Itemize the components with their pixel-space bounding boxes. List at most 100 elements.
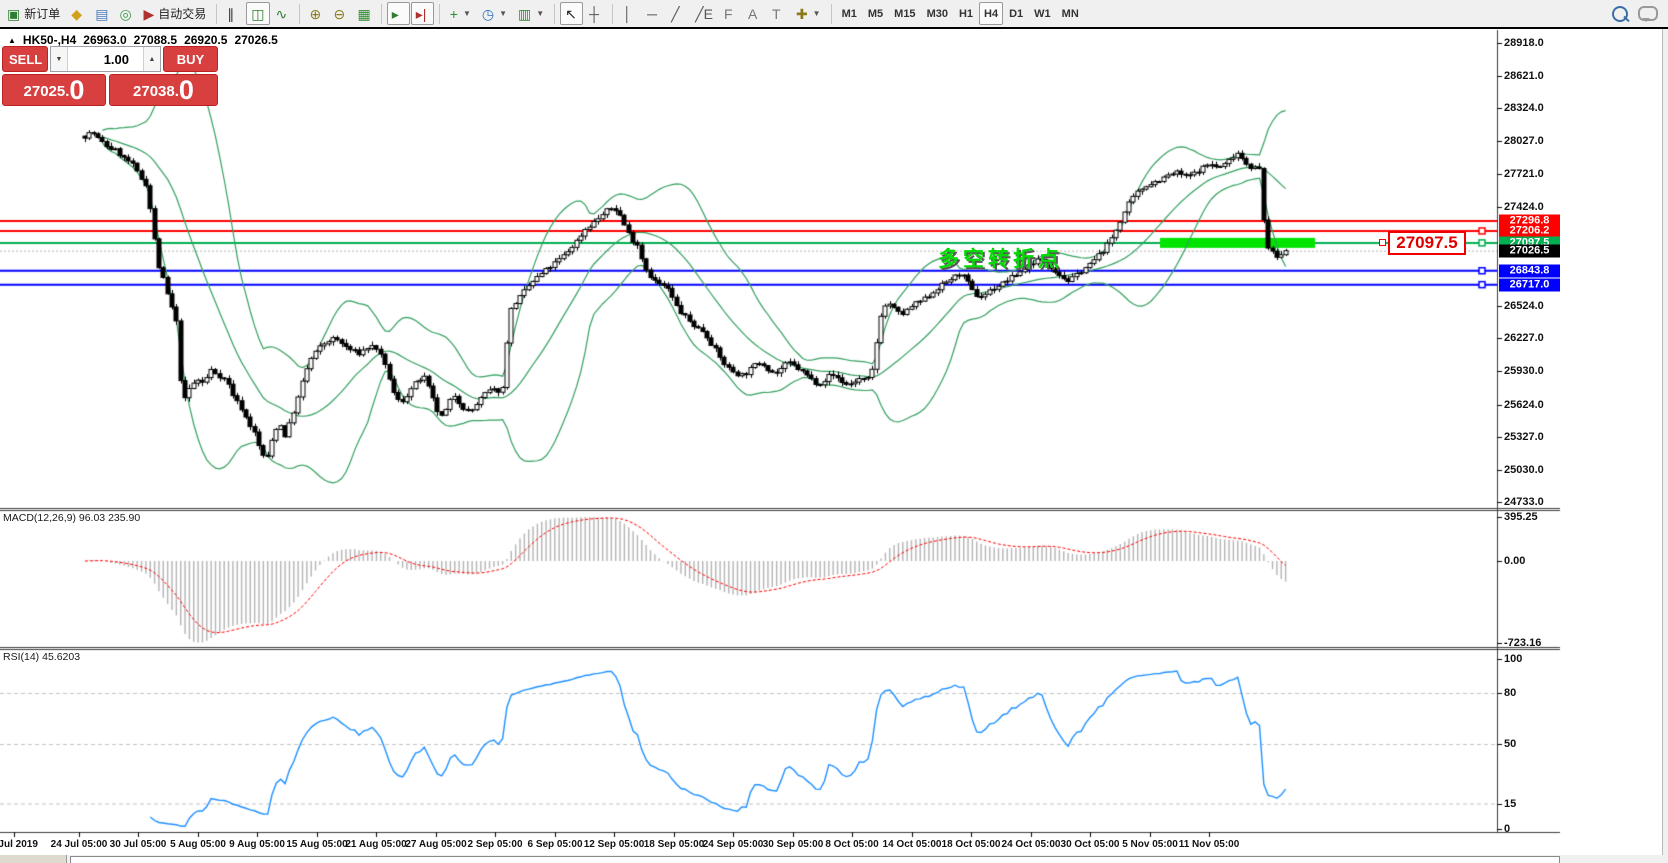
new-chart-button[interactable]: + ▼ (445, 2, 476, 25)
timeframe-w1-button[interactable]: W1 (1029, 2, 1056, 25)
timeframe-d1-button[interactable]: D1 (1004, 2, 1028, 25)
search-icon[interactable] (1612, 5, 1628, 22)
sell-button[interactable]: SELL (2, 46, 48, 72)
volume-increase-button[interactable]: ▲ (143, 47, 160, 71)
autotrading-button[interactable]: ▶ 自动交易 (138, 2, 211, 25)
chevron-down-icon: ▼ (536, 9, 545, 18)
toolbar-separator (380, 3, 382, 24)
buy-button[interactable]: BUY (163, 46, 218, 72)
data-window-button[interactable]: ▤ (90, 2, 113, 25)
breakout-label-anchor (1379, 239, 1386, 246)
chart-tab-bar (0, 855, 1668, 863)
toolbar-separator (438, 3, 440, 24)
breakout-price-label[interactable]: 27097.5 (1388, 231, 1466, 255)
main-toolbar: ▣ 新订单 ◆ ▤ ◎ ▶ 自动交易 ∥ ◫ ∿ ⊕ ⊖ ▦ ▸ ▸| + ▼ ◷ ▼ ▥ ▼ ↖ ┼ │ ─ ╱ ╱E F A T ✚ ▼ M… (0, 0, 1668, 27)
ohlc-close: 27026.5 (234, 33, 278, 47)
candlestick-chart-icon: ◫ (251, 5, 265, 22)
toolbar-button-label: 新订单 (24, 7, 61, 21)
bull-bear-turning-point-annotation[interactable]: 多空转折点 (938, 248, 1063, 271)
chart-shift-button[interactable]: ▸| (410, 2, 434, 25)
equidistant-channel-icon: ╱E (695, 5, 713, 22)
cursor-icon: ↖ (565, 5, 577, 22)
crosshair-icon: ┼ (589, 5, 600, 22)
ohlc-low: 26920.5 (184, 33, 228, 47)
new-order-button[interactable]: ▣ 新订单 (2, 2, 65, 25)
arrows-button[interactable]: ✚ ▼ (791, 2, 826, 25)
new-order-icon: ▣ (7, 5, 21, 22)
window-border (0, 27, 1668, 29)
toolbar-separator (298, 3, 300, 24)
text-button[interactable]: A (743, 2, 766, 25)
text-label-button[interactable]: T (767, 2, 790, 25)
collapse-arrow-icon[interactable]: ▲ (8, 35, 16, 45)
timeframe-h1-button[interactable]: H1 (954, 2, 978, 25)
right-window-strip (1662, 29, 1668, 863)
horizontal-line-icon: ─ (647, 5, 658, 22)
line-chart-icon: ∿ (275, 5, 288, 22)
crosshair-button[interactable]: ┼ (584, 2, 607, 25)
vertical-line-icon: │ (623, 5, 632, 22)
timeframe-m15-button[interactable]: M15 (889, 2, 920, 25)
tile-windows-button[interactable]: ▦ (353, 2, 376, 25)
timeframe-mn-button[interactable]: MN (1057, 2, 1084, 25)
trendline-button[interactable]: ╱ (666, 2, 689, 25)
auto-scroll-button[interactable]: ▸ (386, 2, 410, 25)
zoom-out-button[interactable]: ⊖ (329, 2, 352, 25)
navigator-button[interactable]: ◎ (114, 2, 137, 25)
toolbar-separator (830, 3, 832, 24)
bar-chart-button[interactable]: ∥ (222, 2, 245, 25)
line-chart-button[interactable]: ∿ (271, 2, 294, 25)
chevron-down-icon: ▼ (499, 9, 507, 18)
data-window-icon: ▤ (95, 5, 109, 22)
chevron-down-icon: ▼ (462, 9, 471, 18)
fibonacci-icon: F (723, 5, 733, 22)
toolbar-separator (612, 3, 614, 24)
periods-button[interactable]: ◷ ▼ (477, 2, 512, 25)
equidistant-channel-button[interactable]: ╱E (690, 2, 718, 25)
toolbar-separator (216, 3, 218, 24)
one-click-trade-panel: SELL ▼ ▲ BUY 27025.0 27038.0 (2, 46, 218, 106)
arrows-icon: ✚ (795, 5, 808, 22)
zoom-in-button[interactable]: ⊕ (305, 2, 328, 25)
ohlc-high: 27088.5 (133, 33, 178, 47)
navigator-icon: ◎ (119, 5, 132, 22)
volume-box: ▼ ▲ (50, 46, 161, 72)
new-chart-icon: + (449, 5, 458, 22)
buy-price[interactable]: 27038. 0 (109, 74, 218, 106)
timeframe-h4-button[interactable]: H4 (979, 2, 1004, 25)
chart-shift-icon: ▸| (415, 5, 427, 22)
autotrading-icon: ▶ (143, 5, 155, 22)
tab-bar-inset (70, 856, 1560, 863)
sell-price[interactable]: 27025. 0 (2, 74, 106, 106)
chevron-down-icon: ▼ (812, 9, 821, 18)
vertical-line-button[interactable]: │ (618, 2, 641, 25)
chart-compress-button[interactable]: ◆ (66, 2, 89, 25)
timeframe-m1-button[interactable]: M1 (837, 2, 862, 25)
toolbar-separator (554, 3, 556, 24)
macd-label: MACD(12,26,9) 96.03 235.90 (3, 512, 141, 524)
auto-scroll-icon: ▸ (391, 5, 399, 22)
symbol-period-label: HK50-,H4 (22, 33, 77, 47)
cursor-button[interactable]: ↖ (560, 2, 584, 25)
fibonacci-button[interactable]: F (719, 2, 742, 25)
zoom-in-icon: ⊕ (309, 5, 322, 22)
candlestick-chart-button[interactable]: ◫ (246, 2, 270, 25)
chart-title: ▲ HK50-,H4 26963.0 27088.5 26920.5 27026… (8, 33, 278, 47)
periods-icon: ◷ (481, 5, 495, 22)
bar-chart-icon: ∥ (227, 5, 235, 22)
trendline-icon: ╱ (671, 5, 680, 22)
indicators-button[interactable]: ▥ ▼ (513, 2, 549, 25)
ohlc-open: 26963.0 (83, 33, 127, 47)
chart-compress-icon: ◆ (71, 5, 83, 22)
chat-icon[interactable] (1638, 6, 1658, 22)
chart-tab[interactable] (0, 855, 67, 863)
horizontal-line-button[interactable]: ─ (642, 2, 665, 25)
timeframe-m5-button[interactable]: M5 (863, 2, 888, 25)
volume-decrease-button[interactable]: ▼ (51, 47, 68, 71)
timeframe-m30-button[interactable]: M30 (922, 2, 953, 25)
indicators-icon: ▥ (518, 5, 532, 22)
volume-input[interactable] (68, 47, 143, 71)
zoom-out-icon: ⊖ (333, 5, 346, 22)
